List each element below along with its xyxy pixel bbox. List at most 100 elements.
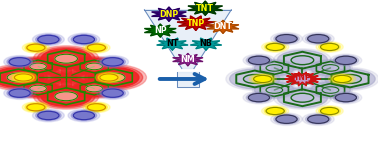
- Circle shape: [72, 80, 116, 97]
- Circle shape: [71, 110, 97, 121]
- Circle shape: [37, 47, 95, 70]
- Circle shape: [100, 74, 118, 81]
- Circle shape: [25, 103, 47, 112]
- Circle shape: [36, 110, 61, 121]
- Polygon shape: [191, 38, 222, 50]
- Circle shape: [4, 87, 36, 99]
- Circle shape: [14, 74, 33, 81]
- Circle shape: [271, 113, 302, 125]
- Circle shape: [264, 43, 286, 51]
- Circle shape: [18, 81, 58, 96]
- Circle shape: [302, 113, 334, 125]
- Circle shape: [55, 92, 77, 101]
- Circle shape: [330, 54, 362, 67]
- Circle shape: [9, 58, 30, 66]
- Polygon shape: [188, 1, 223, 15]
- Text: TNP: TNP: [187, 19, 205, 28]
- Circle shape: [333, 75, 351, 83]
- Circle shape: [22, 102, 50, 113]
- Circle shape: [316, 42, 343, 52]
- Circle shape: [30, 85, 46, 92]
- Circle shape: [0, 66, 47, 89]
- Polygon shape: [177, 72, 199, 87]
- Circle shape: [10, 72, 37, 83]
- Circle shape: [97, 87, 129, 99]
- Circle shape: [87, 104, 105, 111]
- Circle shape: [33, 109, 64, 122]
- Circle shape: [98, 73, 120, 82]
- Circle shape: [102, 89, 123, 97]
- Circle shape: [308, 35, 329, 43]
- Circle shape: [86, 63, 102, 70]
- Circle shape: [274, 114, 299, 124]
- Circle shape: [100, 88, 125, 98]
- Circle shape: [36, 34, 61, 45]
- Circle shape: [18, 59, 58, 74]
- Circle shape: [321, 68, 378, 90]
- Circle shape: [22, 42, 50, 53]
- Circle shape: [274, 49, 331, 72]
- Circle shape: [248, 56, 270, 65]
- Polygon shape: [177, 16, 214, 31]
- Text: TNT: TNT: [196, 4, 214, 13]
- Circle shape: [266, 43, 284, 51]
- Circle shape: [13, 57, 63, 76]
- Circle shape: [243, 54, 275, 67]
- Circle shape: [230, 69, 280, 89]
- Polygon shape: [144, 24, 176, 37]
- Circle shape: [25, 43, 47, 52]
- Circle shape: [87, 44, 105, 51]
- Circle shape: [9, 89, 30, 97]
- Circle shape: [254, 82, 294, 98]
- Circle shape: [330, 91, 362, 104]
- Circle shape: [33, 33, 64, 46]
- Circle shape: [85, 103, 107, 112]
- Text: NT: NT: [166, 39, 178, 48]
- Circle shape: [73, 35, 94, 44]
- Circle shape: [254, 75, 272, 83]
- Circle shape: [51, 72, 81, 83]
- Circle shape: [335, 93, 356, 102]
- Circle shape: [86, 85, 102, 92]
- Circle shape: [102, 73, 125, 82]
- Circle shape: [276, 115, 297, 123]
- Circle shape: [12, 73, 34, 82]
- Circle shape: [276, 35, 297, 43]
- Circle shape: [331, 75, 353, 83]
- Circle shape: [81, 65, 146, 90]
- Circle shape: [305, 34, 331, 44]
- Circle shape: [328, 74, 356, 84]
- Text: NM: NM: [180, 55, 195, 64]
- Circle shape: [83, 102, 110, 113]
- Circle shape: [88, 68, 139, 87]
- Circle shape: [291, 93, 314, 102]
- Circle shape: [277, 88, 327, 108]
- Text: DNT: DNT: [214, 22, 232, 31]
- Circle shape: [291, 56, 314, 65]
- Circle shape: [226, 68, 284, 90]
- Circle shape: [16, 58, 60, 75]
- Circle shape: [83, 42, 110, 53]
- Circle shape: [68, 109, 100, 122]
- Circle shape: [246, 93, 272, 103]
- Circle shape: [248, 93, 270, 102]
- Circle shape: [0, 68, 43, 87]
- Circle shape: [262, 42, 289, 52]
- Polygon shape: [285, 72, 319, 86]
- Circle shape: [308, 115, 329, 123]
- Circle shape: [4, 56, 36, 68]
- Circle shape: [311, 60, 350, 76]
- Circle shape: [71, 34, 97, 45]
- Circle shape: [322, 87, 339, 93]
- Circle shape: [266, 87, 283, 93]
- Circle shape: [316, 106, 343, 116]
- Circle shape: [74, 81, 114, 96]
- Text: NP: NP: [154, 26, 167, 35]
- Circle shape: [85, 66, 143, 89]
- Circle shape: [95, 72, 122, 83]
- Text: NB: NB: [200, 39, 212, 48]
- Circle shape: [339, 74, 361, 83]
- Circle shape: [335, 56, 356, 65]
- Circle shape: [37, 85, 95, 108]
- Circle shape: [262, 106, 289, 116]
